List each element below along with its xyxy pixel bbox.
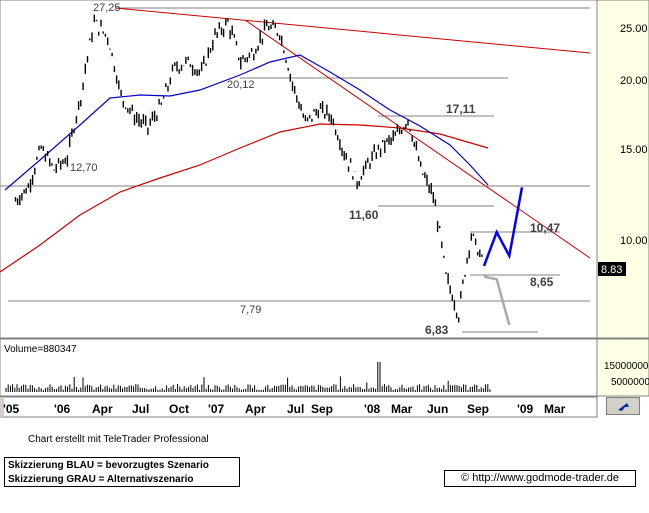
x-tick-label: '09 bbox=[517, 402, 534, 416]
x-tick-label: Oct bbox=[169, 402, 189, 416]
trend-line-long bbox=[114, 7, 591, 54]
x-tick-label: Sep bbox=[467, 402, 489, 416]
annotation-8-65: 8,65 bbox=[530, 275, 554, 289]
annotation-20-12: 20,12 bbox=[227, 79, 255, 91]
x-tick-label: Sep bbox=[311, 402, 333, 416]
moving-average-blue bbox=[4, 54, 489, 191]
website-link[interactable]: © http://www.godmode-trader.de bbox=[444, 470, 636, 487]
annotation-17-11: 17,11 bbox=[446, 102, 476, 116]
blue-scenario-line bbox=[482, 187, 524, 267]
annotation-12-70: 12,70 bbox=[70, 162, 98, 174]
volume-label: Volume=880347 bbox=[4, 344, 77, 355]
x-tick-label: Mar bbox=[544, 402, 566, 416]
volume-bars bbox=[5, 362, 491, 392]
trend-line-down bbox=[244, 19, 591, 259]
annotation-11-60: 11,60 bbox=[349, 208, 379, 222]
y-tick-label: 20.00 bbox=[620, 75, 648, 87]
time-axis-left-cap bbox=[0, 397, 4, 417]
annotation-7-79: 7,79 bbox=[240, 304, 261, 316]
price-axis-panel bbox=[596, 0, 649, 339]
x-tick-label: Mar bbox=[391, 402, 413, 416]
y-tick-label: 10.00 bbox=[620, 235, 648, 247]
x-tick-label: '05 bbox=[3, 402, 20, 416]
copyright-icon: © bbox=[461, 472, 470, 484]
time-axis-panel bbox=[0, 396, 598, 418]
scenario-legend: Skizzierung BLAU = bevorzugtes Szenario … bbox=[4, 457, 240, 487]
volume-label-bg bbox=[2, 341, 72, 354]
x-tick-label: '07 bbox=[208, 402, 225, 416]
stock-chart: 27,25 20,12 12,70 17,11 11,60 10,47 8,65… bbox=[0, 0, 649, 418]
annotation-27-25: 27,25 bbox=[93, 2, 121, 14]
volume-tick-label: 15000000 bbox=[604, 361, 649, 372]
x-tick-label: '08 bbox=[364, 402, 381, 416]
chart-nav-button[interactable] bbox=[606, 397, 640, 415]
last-value-box bbox=[598, 262, 626, 276]
volume-tick-label: 5000000 bbox=[611, 377, 649, 388]
last-value-label: 8.83 bbox=[601, 264, 622, 276]
annotation-6-83: 6,83 bbox=[425, 323, 449, 337]
volume-axis-panel bbox=[596, 338, 649, 397]
chart-credit: Chart erstellt mit TeleTrader Profession… bbox=[28, 434, 209, 445]
y-tick-label: 15.00 bbox=[620, 144, 648, 156]
moving-average-red bbox=[0, 123, 489, 273]
grey-scenario-line bbox=[483, 275, 511, 326]
x-tick-label: Jul bbox=[287, 402, 304, 416]
x-tick-label: Apr bbox=[92, 402, 113, 416]
y-tick-label: 25.00 bbox=[620, 23, 648, 35]
legend-blue: Skizzierung BLAU = bevorzugtes Szenario bbox=[8, 460, 209, 471]
x-tick-label: Jul bbox=[132, 402, 149, 416]
price-series bbox=[14, 14, 483, 323]
legend-grey: Skizzierung GRAU = Alternativszenario bbox=[8, 474, 194, 485]
x-tick-label: Jun bbox=[427, 402, 448, 416]
website-url: http://www.godmode-trader.de bbox=[472, 472, 619, 484]
arrow-icon bbox=[618, 403, 629, 411]
x-tick-label: Apr bbox=[245, 402, 266, 416]
x-tick-label: '06 bbox=[54, 402, 71, 416]
annotation-10-47: 10,47 bbox=[530, 221, 560, 235]
